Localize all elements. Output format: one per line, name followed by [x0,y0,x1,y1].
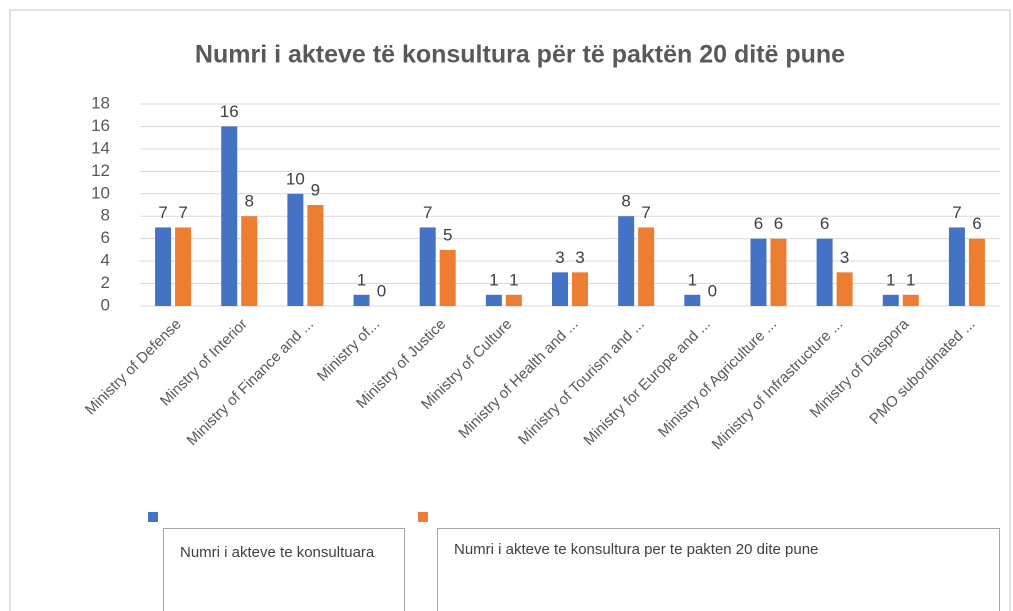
y-tick-label: 16 [91,116,110,135]
y-tick-label: 8 [101,206,110,225]
data-label: 1 [886,270,895,289]
bar [882,294,899,306]
x-tick-label: Ministry for Europe and ... [580,316,713,449]
data-label: 1 [906,270,915,289]
data-label: 7 [423,203,432,222]
data-label: 7 [178,203,187,222]
bar [816,238,833,306]
data-label: 7 [641,203,650,222]
data-label: 0 [377,281,386,300]
bar [684,294,701,306]
y-tick-label: 10 [91,183,110,202]
bar [902,294,919,306]
data-label: 10 [286,169,305,188]
y-tick-label: 6 [101,228,110,247]
bar [485,294,502,306]
x-tick-label: Ministry of Finance and ... [184,316,317,449]
legend-entry: Numri i akteve te konsultuara [163,528,405,611]
data-label: 5 [443,225,452,244]
bar [948,227,965,306]
bar [287,193,304,306]
data-label: 3 [555,248,564,267]
x-tick-label: Ministry of Agriculture ... [655,316,780,441]
legend-entry: Numri i akteve te konsultura per te pakt… [437,528,1000,611]
data-label: 6 [774,214,783,233]
bar [618,216,635,306]
bar [836,272,853,306]
data-label: 3 [575,248,584,267]
data-label: 6 [754,214,763,233]
bar [638,227,655,306]
y-tick-label: 4 [101,251,110,270]
legend-swatch [148,512,158,522]
data-label: 1 [357,270,366,289]
bar [505,294,522,306]
data-label: 1 [489,270,498,289]
data-label: 6 [820,214,829,233]
x-tick-label: Ministry of Health and ... [455,316,581,442]
bar [353,294,370,306]
legend-swatch [418,512,428,522]
data-label: 3 [840,248,849,267]
data-label: 1 [688,270,697,289]
x-tick-label: Ministry of... [314,316,383,385]
bar [155,227,172,306]
bar [221,126,238,306]
data-label: 8 [244,192,253,211]
data-label: 16 [220,102,239,121]
bar [241,216,258,306]
bar [307,205,324,306]
data-label: 7 [952,203,961,222]
data-label: 6 [972,214,981,233]
x-tick-label: Ministry of Infrastructure ... [709,316,847,454]
x-tick-label: Ministry of Tourism and ... [515,316,648,449]
y-tick-label: 12 [91,161,110,180]
y-tick-label: 18 [91,93,110,112]
bar [968,238,985,306]
data-label: 1 [509,270,518,289]
bar [572,272,588,306]
y-tick-label: 0 [101,295,110,314]
data-label: 8 [621,192,630,211]
bar [750,238,767,306]
data-label: 0 [708,281,717,300]
y-tick-label: 14 [91,138,110,157]
y-tick-label: 2 [101,273,110,292]
data-label: 9 [311,180,320,199]
chart-border [9,9,1011,611]
bar [552,272,568,306]
data-label: 7 [158,203,167,222]
bar [175,227,192,306]
chart-title: Numri i akteve të konsultura për të pakt… [195,41,845,69]
bar [770,238,787,306]
bar [439,249,456,306]
bar [419,227,436,306]
